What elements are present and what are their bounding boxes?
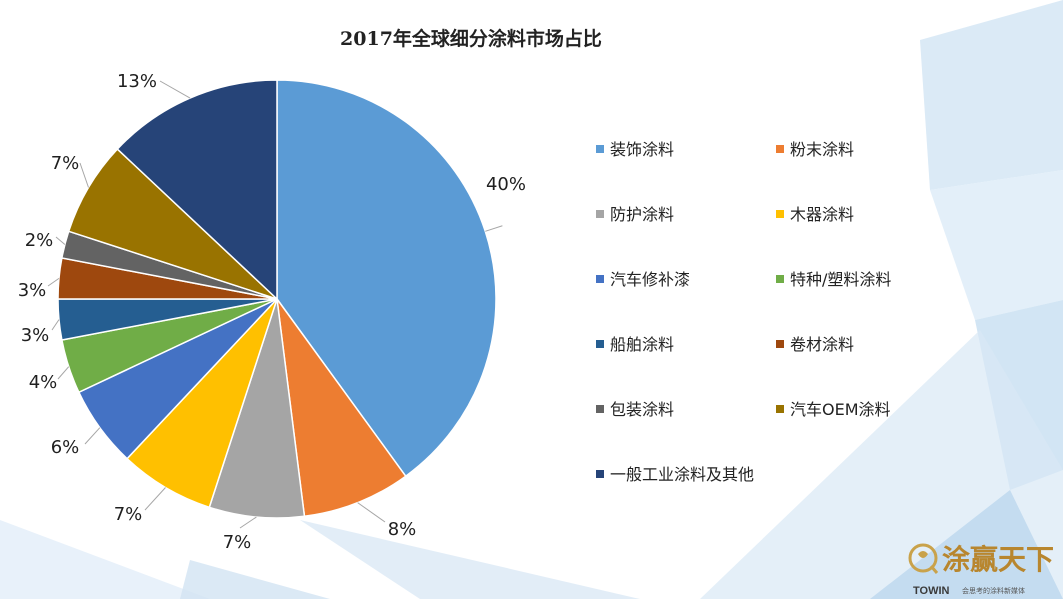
legend-item: 汽车OEM涂料 — [776, 400, 891, 419]
legend-label: 包装涂料 — [610, 400, 674, 419]
data-label: 4% — [29, 372, 58, 393]
brand-name-en: TOWIN — [913, 585, 950, 597]
data-label: 7% — [51, 153, 80, 174]
data-label: 3% — [18, 280, 47, 301]
chart-title: 2017年全球细分涂料市场占比 — [340, 27, 602, 50]
legend-item: 汽车修补漆 — [596, 270, 690, 289]
legend-item: 防护涂料 — [596, 205, 674, 224]
leader-line — [84, 427, 101, 445]
brand-slogan: 会思考的涂料新媒体 — [962, 586, 1025, 595]
leader-line — [79, 162, 89, 188]
legend-label: 木器涂料 — [790, 205, 854, 224]
legend-label: 卷材涂料 — [790, 335, 854, 354]
leader-line — [144, 487, 166, 511]
data-label: 13% — [117, 71, 157, 92]
legend-item: 卷材涂料 — [776, 335, 854, 354]
legend-label: 装饰涂料 — [610, 140, 674, 159]
pie-slice — [276, 298, 407, 518]
data-label: 7% — [114, 504, 143, 525]
pie-chart — [57, 79, 497, 519]
brand-watermark: 涂赢天下 TOWIN 会思考的涂料新媒体 — [908, 543, 1054, 597]
pie-slice — [276, 79, 497, 478]
leader-line — [55, 236, 66, 245]
legend-swatch — [776, 145, 784, 153]
data-label: 7% — [223, 532, 252, 553]
legend-item: 粉末涂料 — [776, 140, 854, 159]
leader-line — [485, 225, 503, 232]
legend-swatch — [596, 340, 604, 348]
data-label: 6% — [51, 437, 80, 458]
legend-item: 船舶涂料 — [596, 335, 674, 354]
legend-swatch — [776, 275, 784, 283]
legend-item: 装饰涂料 — [596, 140, 674, 159]
brand-logo-icon — [908, 543, 939, 574]
leader-line — [57, 366, 70, 380]
pie-slice — [116, 79, 278, 301]
leader-line — [47, 277, 60, 287]
legend-swatch — [596, 210, 604, 218]
leader-line — [51, 319, 60, 331]
data-labels: 40% 8% 7% 7% 6% 4% 3% 3% 2% 7% 13% — [18, 71, 526, 553]
brand-name-cn: 涂赢天下 — [942, 543, 1054, 576]
legend-label: 特种/塑料涂料 — [790, 270, 891, 289]
legend-label: 船舶涂料 — [610, 335, 674, 354]
leader-line — [159, 80, 191, 99]
leader-line — [239, 516, 257, 529]
legend-swatch — [596, 470, 604, 478]
legend-swatch — [596, 145, 604, 153]
data-label: 8% — [388, 519, 417, 540]
data-label: 3% — [21, 325, 50, 346]
legend-label: 汽车OEM涂料 — [790, 400, 891, 419]
data-label: 40% — [486, 174, 526, 195]
legend-label: 一般工业涂料及其他 — [610, 465, 754, 484]
legend-item: 包装涂料 — [596, 400, 674, 419]
legend-swatch — [596, 275, 604, 283]
legend-label: 粉末涂料 — [790, 140, 854, 159]
leader-line — [357, 502, 386, 523]
legend-item: 木器涂料 — [776, 205, 854, 224]
legend-item: 特种/塑料涂料 — [776, 270, 891, 289]
legend-item: 一般工业涂料及其他 — [596, 465, 754, 484]
legend-label: 防护涂料 — [610, 205, 674, 224]
legend-swatch — [776, 405, 784, 413]
legend-swatch — [596, 405, 604, 413]
data-label: 2% — [25, 230, 54, 251]
leader-lines — [47, 80, 503, 529]
legend-label: 汽车修补漆 — [610, 270, 690, 289]
legend-swatch — [776, 210, 784, 218]
legend-swatch — [776, 340, 784, 348]
